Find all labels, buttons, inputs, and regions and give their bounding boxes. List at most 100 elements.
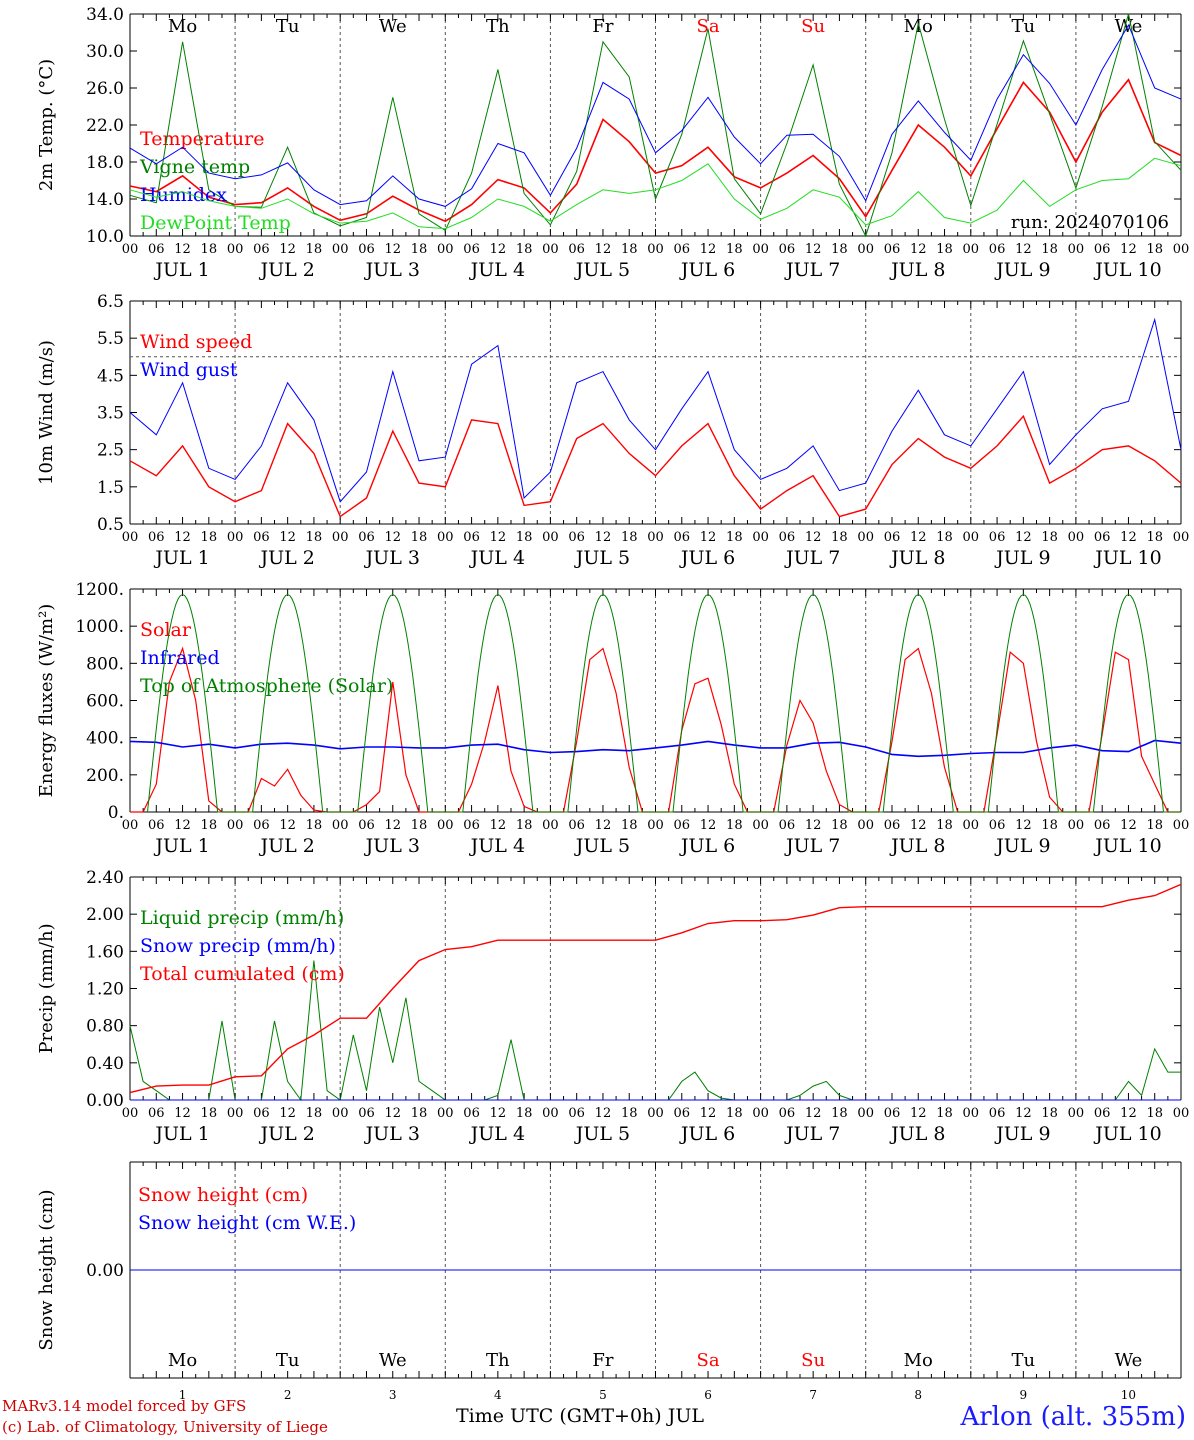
hour-label: 06 bbox=[463, 1106, 480, 1121]
date-label: JUL 4 bbox=[469, 547, 525, 569]
hour-label: 18 bbox=[306, 242, 323, 257]
hour-label: 18 bbox=[411, 530, 428, 545]
hour-label: 00 bbox=[122, 530, 139, 545]
series-line bbox=[129, 157, 1182, 230]
hour-label: 18 bbox=[831, 818, 848, 833]
hour-label: 00 bbox=[227, 242, 244, 257]
hour-label: 18 bbox=[726, 1106, 743, 1121]
hour-label: 06 bbox=[779, 1106, 796, 1121]
hour-label: 06 bbox=[358, 1106, 375, 1121]
weekday-label: Su bbox=[801, 16, 825, 37]
hour-label: 18 bbox=[201, 1106, 218, 1121]
y-tick-label: 1.5 bbox=[97, 478, 124, 498]
hour-label: 18 bbox=[516, 242, 533, 257]
y-axis-title: 2m Temp. (°C) bbox=[36, 59, 57, 191]
hour-label: 00 bbox=[227, 1106, 244, 1121]
legend-entry: Liquid precip (mm/h) bbox=[140, 907, 344, 929]
hour-label: 06 bbox=[568, 1106, 585, 1121]
hour-label: 12 bbox=[805, 242, 822, 257]
y-tick-label: 6.5 bbox=[97, 292, 124, 312]
hour-label: 12 bbox=[384, 242, 401, 257]
y-axis-title: 10m Wind (m/s) bbox=[36, 340, 57, 485]
weekday-label: Sa bbox=[697, 16, 720, 37]
legend-entry: DewPoint Temp bbox=[140, 212, 291, 234]
hour-label: 06 bbox=[779, 242, 796, 257]
series-line bbox=[129, 23, 1182, 207]
legend-entry: Snow precip (mm/h) bbox=[140, 935, 336, 957]
hour-label: 12 bbox=[384, 818, 401, 833]
day-number-label: 1 bbox=[179, 1388, 187, 1402]
hour-label: 18 bbox=[1146, 530, 1163, 545]
hour-label: 12 bbox=[174, 1106, 191, 1121]
hour-label: 06 bbox=[674, 1106, 691, 1121]
y-tick-label: 2.40 bbox=[86, 868, 124, 888]
hour-label: 18 bbox=[831, 530, 848, 545]
hour-label: 18 bbox=[726, 530, 743, 545]
weekday-label: We bbox=[1115, 1350, 1143, 1371]
date-label: JUL 2 bbox=[258, 259, 314, 281]
date-label: JUL 10 bbox=[1093, 835, 1161, 857]
y-tick-label: 1.60 bbox=[86, 942, 124, 962]
hour-label: 06 bbox=[1094, 1106, 1111, 1121]
hour-label: 12 bbox=[700, 1106, 717, 1121]
legend-entry: Infrared bbox=[140, 647, 220, 669]
hour-label: 12 bbox=[910, 818, 927, 833]
hour-label: 12 bbox=[279, 818, 296, 833]
series-line-toa bbox=[147, 594, 1181, 813]
hour-label: 12 bbox=[700, 242, 717, 257]
legend-entry: Humidex bbox=[140, 184, 227, 206]
hour-label: 12 bbox=[595, 818, 612, 833]
date-label: JUL 5 bbox=[574, 259, 630, 281]
date-label: JUL 2 bbox=[258, 547, 314, 569]
precip-panel: 0.00 0.40 0.80 1.20 1.60 2.00 2.40 Precip (mm/h… bbox=[36, 868, 1189, 1145]
hour-label: 12 bbox=[595, 242, 612, 257]
y-axis-title: Energy fluxes (W/m²) bbox=[36, 604, 57, 798]
day-number-label: 9 bbox=[1020, 1388, 1028, 1402]
hour-label: 12 bbox=[910, 530, 927, 545]
hour-label: 12 bbox=[700, 818, 717, 833]
date-label: JUL 1 bbox=[153, 547, 209, 569]
hour-label: 00 bbox=[227, 530, 244, 545]
hour-label: 18 bbox=[201, 818, 218, 833]
hour-label: 06 bbox=[463, 242, 480, 257]
series-line bbox=[129, 739, 1182, 758]
hour-label: 12 bbox=[700, 530, 717, 545]
date-label: JUL 6 bbox=[679, 547, 735, 569]
date-label: JUL 8 bbox=[889, 547, 945, 569]
hour-label: 18 bbox=[201, 242, 218, 257]
wind-panel: 0.5 1.5 2.5 3.5 4.5 5.5 6.5 10m Wind (m/s) Wind … bbox=[36, 292, 1189, 569]
hour-label: 18 bbox=[516, 530, 533, 545]
y-tick-label: 30.0 bbox=[86, 42, 124, 62]
day-number-label: 7 bbox=[809, 1388, 817, 1402]
hour-label: 18 bbox=[831, 242, 848, 257]
legend-entry: Snow height (cm W.E.) bbox=[138, 1212, 356, 1234]
y-tick-label: 2.5 bbox=[97, 441, 124, 461]
hour-label: 18 bbox=[936, 242, 953, 257]
y-tick-label: 0. bbox=[108, 803, 124, 823]
legend-entry: Vigne temp bbox=[139, 156, 250, 178]
date-label: JUL 8 bbox=[889, 259, 945, 281]
date-label: JUL 3 bbox=[364, 1123, 420, 1145]
hour-label: 18 bbox=[306, 818, 323, 833]
day-number-label: 5 bbox=[599, 1388, 607, 1402]
temp-panel: 10.0 14.0 18.0 22.0 26.0 30.0 34.0 2m Temp. (°C… bbox=[36, 5, 1189, 281]
hour-label: 00 bbox=[122, 1106, 139, 1121]
weekday-label: Fr bbox=[592, 16, 613, 37]
hour-label: 18 bbox=[1041, 818, 1058, 833]
hour-label: 06 bbox=[779, 818, 796, 833]
date-label: JUL 7 bbox=[784, 1123, 840, 1145]
hour-label: 00 bbox=[437, 530, 454, 545]
hour-label: 00 bbox=[752, 818, 769, 833]
hour-label: 06 bbox=[1094, 242, 1111, 257]
hour-label: 12 bbox=[1015, 1106, 1032, 1121]
hour-label: 18 bbox=[306, 530, 323, 545]
date-label: JUL 5 bbox=[574, 547, 630, 569]
weekday-label: We bbox=[379, 16, 407, 37]
hour-label: 00 bbox=[437, 242, 454, 257]
hour-label: 12 bbox=[595, 1106, 612, 1121]
weekday-label: We bbox=[379, 1350, 407, 1371]
hour-label: 06 bbox=[1094, 818, 1111, 833]
model-credit-line: MARv3.14 model forced by GFS bbox=[2, 1397, 247, 1415]
hour-label: 12 bbox=[1120, 818, 1137, 833]
hour-label: 06 bbox=[463, 530, 480, 545]
